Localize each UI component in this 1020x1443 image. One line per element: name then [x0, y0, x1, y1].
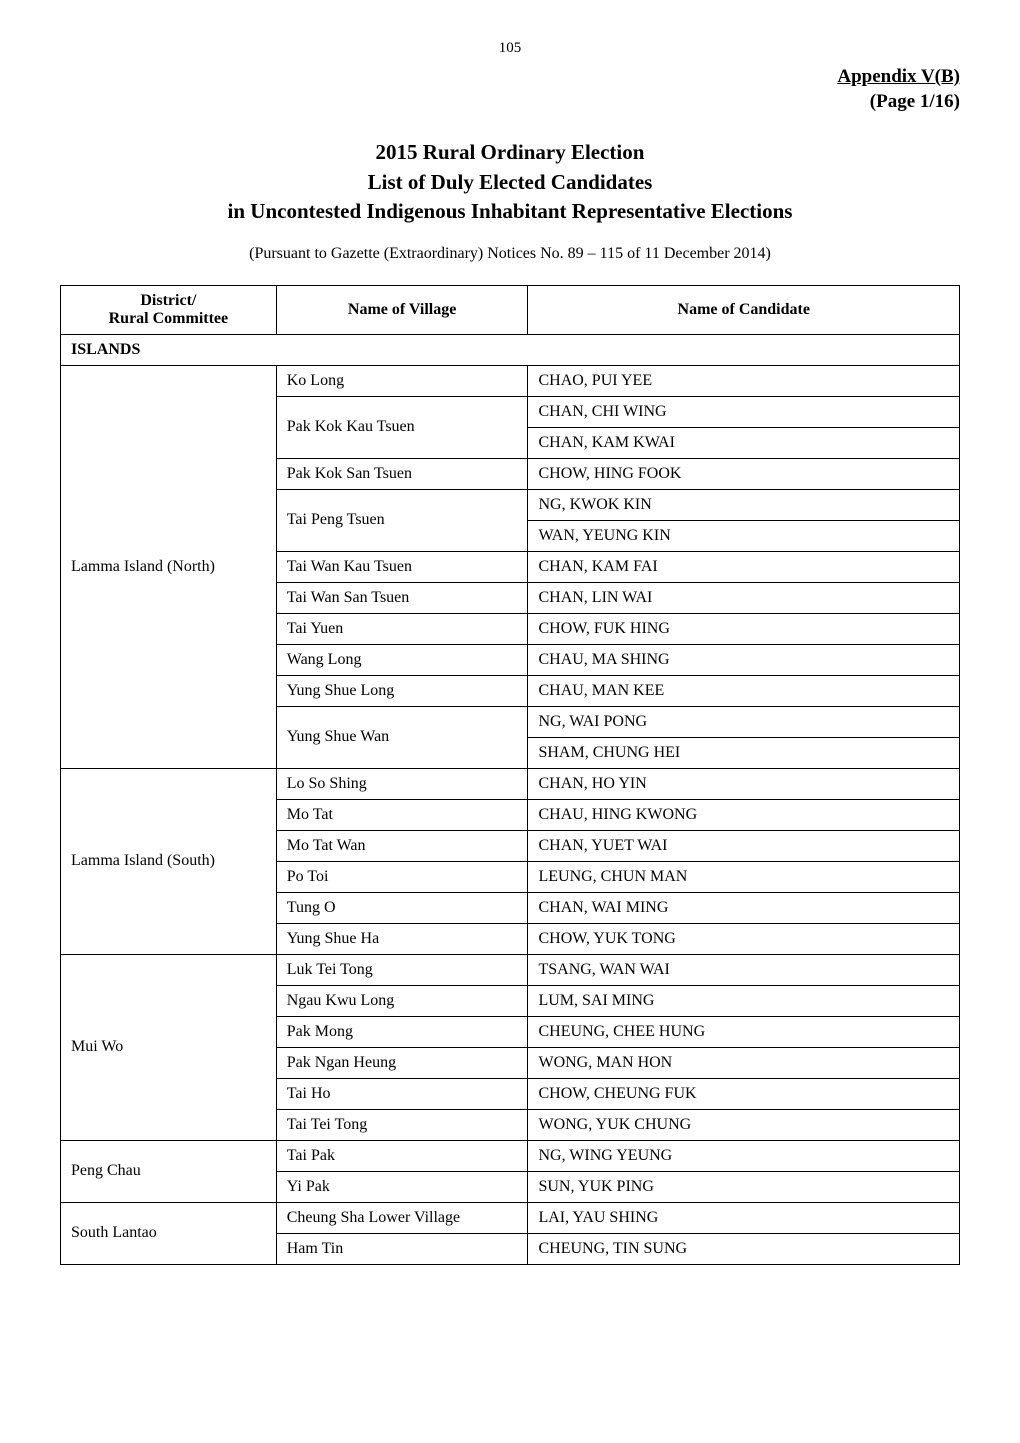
district-cell: Mui Wo: [61, 954, 277, 1140]
candidates-table: District/Rural Committee Name of Village…: [60, 285, 960, 1265]
district-cell: South Lantao: [61, 1202, 277, 1264]
candidate-cell: WONG, MAN HON: [528, 1047, 960, 1078]
district-cell: Peng Chau: [61, 1140, 277, 1202]
district-cell: Lamma Island (South): [61, 768, 277, 954]
candidate-cell: CHEUNG, CHEE HUNG: [528, 1016, 960, 1047]
table-row: Lamma Island (North)Ko LongCHAO, PUI YEE: [61, 365, 960, 396]
table-body: ISLANDSLamma Island (North)Ko LongCHAO, …: [61, 334, 960, 1264]
candidate-cell: CHOW, YUK TONG: [528, 923, 960, 954]
table-row: Mui WoLuk Tei TongTSANG, WAN WAI: [61, 954, 960, 985]
village-cell: Yi Pak: [276, 1171, 528, 1202]
table-row: Peng ChauTai PakNG, WING YEUNG: [61, 1140, 960, 1171]
village-cell: Ngau Kwu Long: [276, 985, 528, 1016]
title-line-2: List of Duly Elected Candidates: [368, 170, 653, 194]
village-cell: Pak Kok Kau Tsuen: [276, 396, 528, 458]
candidate-cell: WAN, YEUNG KIN: [528, 520, 960, 551]
village-cell: Mo Tat Wan: [276, 830, 528, 861]
village-cell: Tai Ho: [276, 1078, 528, 1109]
table-row: Lamma Island (South)Lo So ShingCHAN, HO …: [61, 768, 960, 799]
section-header-cell: ISLANDS: [61, 334, 960, 365]
candidate-cell: CHAN, HO YIN: [528, 768, 960, 799]
candidate-cell: CHOW, CHEUNG FUK: [528, 1078, 960, 1109]
village-cell: Yung Shue Wan: [276, 706, 528, 768]
village-cell: Pak Mong: [276, 1016, 528, 1047]
village-cell: Tai Peng Tsuen: [276, 489, 528, 551]
candidate-cell: SHAM, CHUNG HEI: [528, 737, 960, 768]
village-cell: Ham Tin: [276, 1233, 528, 1264]
page-label: (Page 1/16): [870, 91, 960, 112]
district-cell: Lamma Island (North): [61, 365, 277, 768]
village-cell: Tai Wan Kau Tsuen: [276, 551, 528, 582]
village-cell: Pak Ngan Heung: [276, 1047, 528, 1078]
village-cell: Yung Shue Long: [276, 675, 528, 706]
appendix-block: Appendix V(B) (Page 1/16): [60, 65, 960, 114]
candidate-cell: CHAO, PUI YEE: [528, 365, 960, 396]
village-cell: Tai Yuen: [276, 613, 528, 644]
village-cell: Mo Tat: [276, 799, 528, 830]
candidate-cell: CHAN, KAM KWAI: [528, 427, 960, 458]
col-header-village-text: Name of Village: [348, 301, 456, 318]
gazette-note: (Pursuant to Gazette (Extraordinary) Not…: [60, 245, 960, 263]
document-title: 2015 Rural Ordinary Election List of Dul…: [60, 138, 960, 226]
candidate-cell: CHAU, MA SHING: [528, 644, 960, 675]
section-header-row: ISLANDS: [61, 334, 960, 365]
col-header-village: Name of Village: [276, 285, 528, 334]
candidate-cell: TSANG, WAN WAI: [528, 954, 960, 985]
col-header-district-text: District/Rural Committee: [109, 292, 229, 327]
page-number: 105: [60, 40, 960, 57]
candidate-cell: CHOW, FUK HING: [528, 613, 960, 644]
candidate-cell: CHAN, WAI MING: [528, 892, 960, 923]
village-cell: Tai Pak: [276, 1140, 528, 1171]
table-header-row: District/Rural Committee Name of Village…: [61, 285, 960, 334]
village-cell: Tai Tei Tong: [276, 1109, 528, 1140]
village-cell: Po Toi: [276, 861, 528, 892]
candidate-cell: LUM, SAI MING: [528, 985, 960, 1016]
village-cell: Tai Wan San Tsuen: [276, 582, 528, 613]
village-cell: Ko Long: [276, 365, 528, 396]
candidate-cell: NG, WAI PONG: [528, 706, 960, 737]
candidate-cell: CHAU, HING KWONG: [528, 799, 960, 830]
candidate-cell: WONG, YUK CHUNG: [528, 1109, 960, 1140]
village-cell: Wang Long: [276, 644, 528, 675]
candidate-cell: CHAN, LIN WAI: [528, 582, 960, 613]
candidate-cell: NG, WING YEUNG: [528, 1140, 960, 1171]
candidate-cell: CHAN, CHI WING: [528, 396, 960, 427]
candidate-cell: CHAU, MAN KEE: [528, 675, 960, 706]
title-line-1: 2015 Rural Ordinary Election: [376, 140, 645, 164]
candidate-cell: CHAN, KAM FAI: [528, 551, 960, 582]
col-header-district: District/Rural Committee: [61, 285, 277, 334]
candidate-cell: CHEUNG, TIN SUNG: [528, 1233, 960, 1264]
village-cell: Luk Tei Tong: [276, 954, 528, 985]
candidate-cell: LEUNG, CHUN MAN: [528, 861, 960, 892]
col-header-candidate-text: Name of Candidate: [678, 301, 810, 318]
candidate-cell: CHAN, YUET WAI: [528, 830, 960, 861]
candidate-cell: CHOW, HING FOOK: [528, 458, 960, 489]
title-line-3: in Uncontested Indigenous Inhabitant Rep…: [228, 199, 793, 223]
village-cell: Tung O: [276, 892, 528, 923]
candidate-cell: NG, KWOK KIN: [528, 489, 960, 520]
candidate-cell: LAI, YAU SHING: [528, 1202, 960, 1233]
village-cell: Lo So Shing: [276, 768, 528, 799]
col-header-candidate: Name of Candidate: [528, 285, 960, 334]
village-cell: Pak Kok San Tsuen: [276, 458, 528, 489]
appendix-label: Appendix V(B): [837, 66, 960, 87]
village-cell: Cheung Sha Lower Village: [276, 1202, 528, 1233]
table-row: South LantaoCheung Sha Lower VillageLAI,…: [61, 1202, 960, 1233]
village-cell: Yung Shue Ha: [276, 923, 528, 954]
candidate-cell: SUN, YUK PING: [528, 1171, 960, 1202]
